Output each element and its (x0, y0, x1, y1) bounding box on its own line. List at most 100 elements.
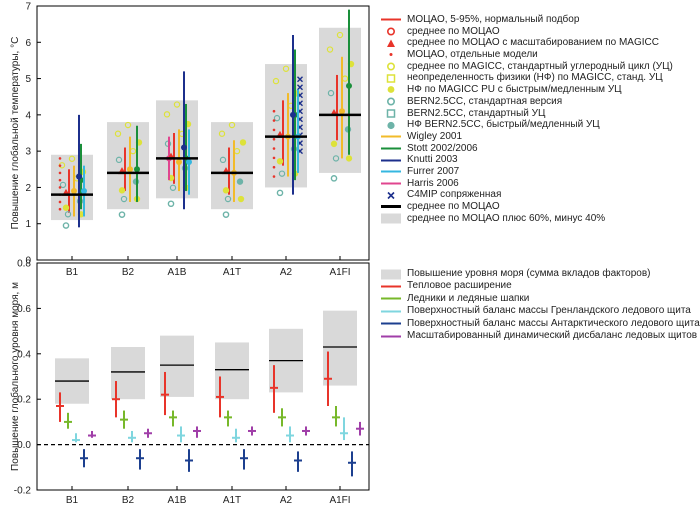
sl-x-tick-label-A1B: A1B (168, 495, 187, 506)
temperature-legend-label: Knutti 2003 (407, 154, 458, 166)
temperature-legend-label: МОЦАО, 5-95%, нормальный подбор (407, 14, 580, 25)
temperature-legend-label: Wigley 2001 (407, 130, 463, 142)
aogcm-dot-B1-5 (58, 171, 62, 175)
sl-y-tick-label-0: 0.0 (17, 440, 31, 451)
temperature-legend-symbol-icon (380, 26, 402, 37)
model-marker-B2-1 (118, 187, 126, 194)
sea-level-legend-label: Поверхностный баланс массы Гренландского… (407, 305, 691, 317)
temperature-legend-symbol-icon (380, 155, 402, 166)
aogcm-dot-A2-3 (272, 147, 276, 150)
temperature-legend-item: НФ по MAGICC PU с быстрым/медленным УЦ (380, 84, 673, 96)
temperature-legend-label: неопределенность физики (НФ) по MAGICC, … (407, 72, 663, 84)
model-marker-A1T-7 (237, 195, 245, 203)
model-marker-A1FI-4 (326, 46, 334, 53)
series-point-Knutti-2003-B1 (76, 173, 82, 180)
temperature-legend-label: BERN2.5CC, стандартная версия (407, 95, 563, 107)
temperature-legend-symbol-icon (380, 120, 402, 131)
range-box-A1B (156, 100, 198, 199)
temperature-legend-item: среднее по МОЦАО плюс 60%, минус 40% (380, 213, 673, 225)
temperature-legend-label: Harris 2006 (407, 177, 459, 189)
aogcm-dot-A2-1 (272, 165, 276, 169)
temperature-legend-item: Harris 2006 (380, 178, 673, 190)
sea-level-legend-symbol-icon (380, 269, 402, 280)
model-marker-A2-4 (272, 77, 280, 85)
sea-level-legend-item: Поверхностный баланс массы Гренландского… (380, 305, 700, 317)
temperature-legend-symbol-icon (380, 38, 402, 49)
sl-y-tick-label-0.4: 0.4 (17, 349, 31, 360)
temperature-legend-symbol-icon (380, 49, 402, 60)
x-tick-label-B2: B2 (122, 267, 135, 278)
range-box-A1T (211, 122, 253, 210)
sea-level-legend-label: Ледники и ледяные шапки (407, 292, 530, 304)
temperature-legend-item: МОЦАО, 5-95%, нормальный подбор (380, 14, 673, 26)
aogcm-dot-B1-7 (58, 157, 62, 160)
model-marker-A1FI-8 (336, 31, 344, 39)
series-point-Wigley-2001-B1 (71, 188, 77, 195)
sl-y-tick-label-0.2: 0.2 (17, 395, 31, 406)
model-marker-B1-8 (68, 155, 76, 162)
model-marker-A1T-0 (219, 156, 227, 164)
temperature-legend-label: BERN2.5CC, стандартный УЦ (407, 107, 546, 119)
range-box-B2 (107, 122, 149, 210)
temperature-legend-symbol-icon (380, 213, 402, 224)
sl-x-tick-label-A2: A2 (280, 495, 293, 506)
sl-x-tick-label-A1FI: A1FI (329, 495, 350, 506)
model-marker-A1B-4 (163, 111, 171, 118)
model-marker-A2-1 (276, 158, 284, 165)
sea-level-legend-symbol-icon (380, 318, 402, 329)
sea-level-legend-label: Масштабированный динамический дисбаланс … (407, 329, 698, 341)
model-marker-A1FI-7 (345, 155, 353, 162)
model-marker-B2-0 (115, 156, 123, 164)
temperature-legend-symbol-icon (380, 166, 402, 177)
model-marker-B2-4 (114, 130, 122, 137)
sea-level-panel: -0.2 0.0 0.2 0.4 0.6 0.8 B1 B2 A1B A1T A2 A1FI Повыш… (9, 259, 370, 506)
temperature-legend-symbol-icon (380, 201, 402, 212)
temperature-legend-label: среднее по MAGICC, стандартный углеродны… (407, 60, 673, 72)
aogcm-dot-A2-4 (272, 137, 276, 141)
sea-level-legend-symbol-icon (380, 293, 402, 304)
temperature-legend-symbol-icon (380, 84, 402, 95)
temperature-legend-symbol-icon (380, 143, 402, 154)
series-point-Wigley-2001-A1FI (339, 108, 345, 115)
series-point-Knutti-2003-A2 (290, 111, 296, 118)
sl-y-tick-label-0.8: 0.8 (17, 259, 31, 270)
range-box-A2 (265, 64, 307, 188)
x-tick-label-A2: A2 (280, 267, 293, 278)
temperature-legend-symbol-icon (380, 178, 402, 189)
temperature-legend-symbol-icon (380, 108, 402, 119)
sea-level-legend-label: Повышение уровня моря (сумма вкладов фак… (407, 268, 651, 279)
temperature-legend-item: среднее по МОЦАО (380, 26, 673, 38)
temperature-legend-item: Furrer 2007 (380, 166, 673, 178)
model-marker-A2-8 (282, 65, 290, 72)
temperature-y-axis-label: Повышение глобальной температуры, °C (9, 37, 21, 230)
sea-level-legend-label: Поверхностный баланс массы Антарктическо… (407, 317, 700, 329)
model-marker-A2-6 (278, 170, 286, 177)
sea-level-y-axis-label: Повышение глобального уровня моря, м (9, 282, 21, 471)
temperature-legend-item: среднее по МОЦАО с масштабированием по M… (380, 37, 673, 49)
temperature-legend-label: НФ по MAGICC PU с быстрым/медленным УЦ (407, 84, 622, 96)
sea-level-legend-item: Масштабированный динамический дисбаланс … (380, 330, 700, 342)
aogcm-dot-B1-4 (58, 178, 62, 182)
sl-x-tick-label-A1T: A1T (223, 495, 241, 506)
model-marker-A1FI-0 (327, 89, 335, 97)
temperature-legend-item: НФ BERN2.5CC, быстрый/медленный УЦ (380, 119, 673, 131)
sea-level-legend-item: Повышение уровня моря (сумма вкладов фак… (380, 268, 700, 280)
y-tick-label-6: 6 (25, 38, 31, 49)
series-point-Furrer-2007-A1B (186, 159, 192, 166)
sl-y-tick-label-0.6: 0.6 (17, 304, 31, 315)
model-marker-A1B-8 (173, 101, 181, 108)
temperature-legend-item: Stott 2002/2006 (380, 143, 673, 155)
temperature-legend: МОЦАО, 5-95%, нормальный подбор среднее п… (380, 14, 673, 224)
c4mip-marker-9 (297, 76, 303, 83)
temperature-panel: 0 1 2 3 4 5 6 7 B1 B2 A1B A1T A2 A1FI Повышение глобал… (9, 2, 370, 278)
aogcm-dot-A2-5 (272, 128, 276, 132)
sl-x-tick-label-B1: B1 (66, 495, 79, 506)
temperature-legend-item: C4MIP сопряженная (380, 189, 673, 201)
bern-low-marker-A1B (167, 200, 175, 208)
temperature-legend-label: Furrer 2007 (407, 165, 460, 177)
aogcm-dot-B1-6 (58, 164, 62, 167)
model-marker-A1T-6 (224, 195, 232, 203)
temperature-legend-symbol-icon (380, 190, 402, 201)
model-marker-A1T-3 (236, 178, 244, 185)
